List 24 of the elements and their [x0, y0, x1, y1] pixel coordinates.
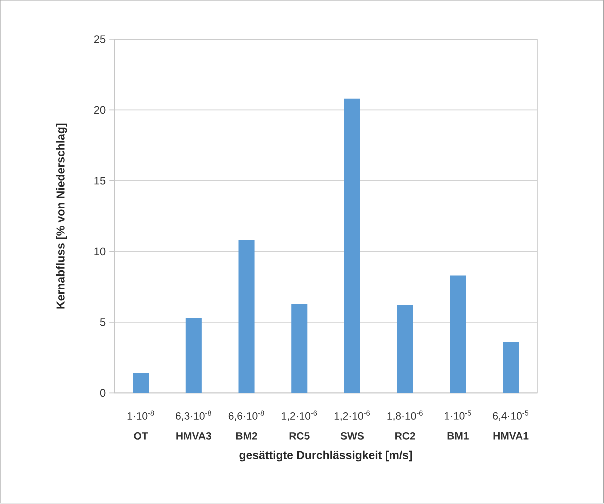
bar: [397, 306, 414, 394]
x-axis-title: gesättigte Durchlässigkeit [m/s]: [240, 451, 412, 462]
category-label: 1,2·10$^{-6}$ RC5: [282, 410, 318, 440]
bar: [503, 342, 520, 394]
y-tick-label: 15: [94, 177, 106, 185]
y-tick-label: 10: [94, 248, 106, 256]
category-label: 6,6·10$^{-8}$ BM2: [228, 410, 264, 440]
category-label: 6,3·10$^{-8}$ HMVA3: [176, 410, 212, 440]
y-tick-label: 0: [100, 389, 106, 398]
y-tick-label: 5: [100, 318, 106, 326]
y-tick-label: 25: [94, 36, 106, 44]
category-label: 1·10$^{-8}$ OT: [128, 410, 154, 440]
bar: [133, 373, 150, 394]
y-tick-label: 20: [94, 106, 106, 114]
category-label: 6,4·10$^{-5}$ HMVA1: [493, 410, 529, 440]
bar: [450, 276, 466, 394]
bar: [344, 98, 360, 394]
category-label: 1,2·10$^{-6}$ SWS: [334, 410, 370, 440]
bar: [186, 318, 202, 394]
bar: [238, 240, 255, 394]
bar: [292, 304, 308, 394]
category-label: 1·10$^{-5}$ BM1: [444, 410, 472, 440]
category-label: 1,8·10$^{-6}$ RC2: [388, 410, 423, 440]
y-axis-title: Kernabfluss [% von Niederschlag]: [56, 124, 68, 309]
